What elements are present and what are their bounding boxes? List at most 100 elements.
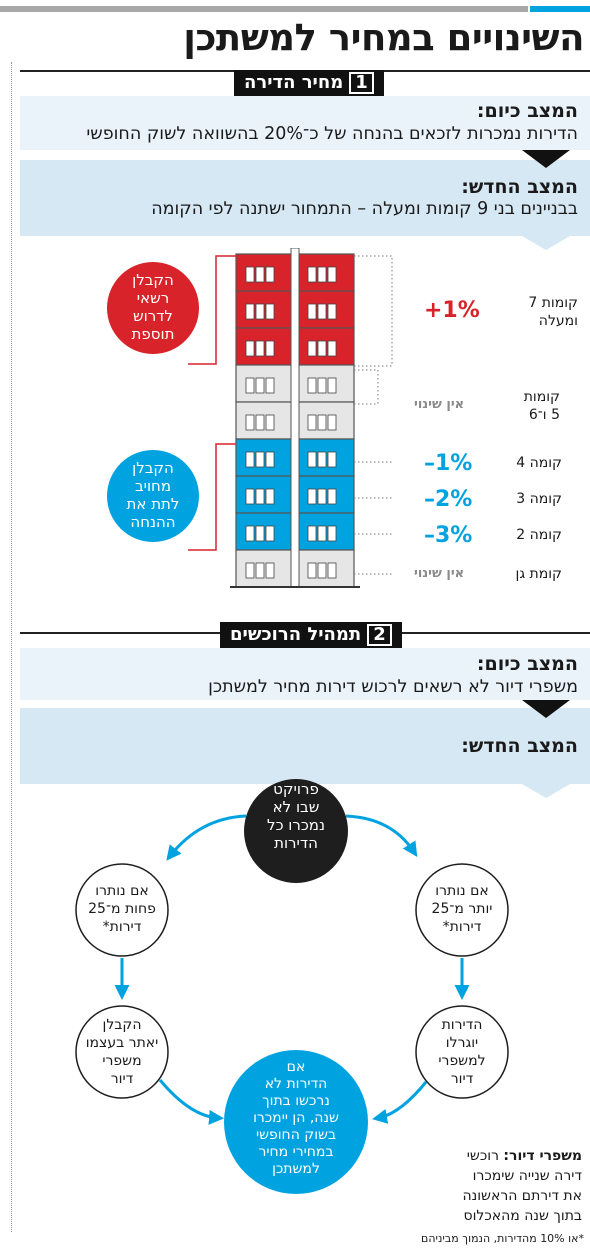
text-line: הדירות <box>441 1017 483 1033</box>
label-line: ומעלה <box>538 313 578 329</box>
building-window <box>307 414 317 431</box>
left-top-text: אם נותרו פחות מ־25 דירות* <box>76 882 168 936</box>
building-window <box>245 562 255 579</box>
building-window <box>317 377 327 394</box>
building-column <box>290 248 300 588</box>
callout-red-line: לדרוש <box>133 307 173 325</box>
building-window <box>255 303 265 320</box>
pointer-light <box>522 784 570 798</box>
section1-current-text: הדירות נמכרות לזכאים בהנחה של כ־20% בהשו… <box>86 124 578 144</box>
callout-red-line: תוספת <box>131 325 175 343</box>
text-line: דיור <box>450 1071 474 1087</box>
building-window <box>265 340 275 357</box>
section2-current-text: משפרי דיור לא רשאים לרכוש דירות מחיר למש… <box>208 677 578 697</box>
building-window <box>265 451 275 468</box>
footnote: *או 10% מהדירות, הנמוך מביניהם <box>421 1232 584 1245</box>
building-window <box>245 488 255 505</box>
text-line: נמכרו כל <box>267 816 325 834</box>
callout-red-line: הקבלן <box>132 271 174 289</box>
text-line: שנה, הן יימכרו <box>253 1110 339 1126</box>
section1-pointers <box>522 150 570 250</box>
change-floor2: –3% <box>424 523 473 548</box>
blue-bracket <box>188 443 236 551</box>
section2-name: תמהיל הרוכשים <box>230 624 362 645</box>
section1-new-band <box>20 160 590 236</box>
label-floor4: קומה 4 <box>516 455 562 471</box>
building-window <box>307 377 317 394</box>
arrow-left-bottom <box>158 1079 224 1125</box>
legend-first-line: משפרי דיור: רוכשי <box>462 1146 582 1166</box>
building-window <box>327 377 337 394</box>
left-top-circle <box>75 863 169 957</box>
building-window <box>317 340 327 357</box>
building-window <box>327 451 337 468</box>
dots-mid <box>354 369 379 404</box>
building-window <box>327 562 337 579</box>
legend-box: משפרי דיור: רוכשי דירה שנייה שימכרו את ד… <box>462 1146 582 1226</box>
arrow-right-bottom <box>372 1081 428 1124</box>
building-window <box>245 525 255 542</box>
section1-new-text: בבניינים בני 9 קומות ומעלה – התמחור ישתנ… <box>151 199 578 219</box>
label-floor5-6: קומות 5 ו־6 <box>524 388 560 424</box>
right-bottom-text: הדירות יוגרלו למשפרי דיור <box>416 1016 508 1088</box>
main-title: השינויים במחיר למשתכן <box>183 16 584 59</box>
building-window <box>265 525 275 542</box>
building-window <box>245 303 255 320</box>
text-line: יותר מ־25 <box>431 901 493 917</box>
center-circle-text: פרויקט שבו לא נמכרו כל הדירות <box>244 780 348 852</box>
section2-current-heading: המצב כיום: <box>476 653 578 675</box>
text-line: דירות* <box>102 919 142 935</box>
center-circle <box>244 779 348 883</box>
label-floor3: קומה 3 <box>516 491 562 507</box>
red-bracket <box>188 255 236 365</box>
building-window <box>317 451 327 468</box>
callout-red-line: רשאי <box>136 289 170 307</box>
building-window <box>317 562 327 579</box>
callout-blue-line: לתת את <box>126 495 180 513</box>
section2-tag: 2תמהיל הרוכשים <box>220 622 402 648</box>
building-window <box>307 266 317 283</box>
left-bottom-text: הקבלן יאתר בעצמו משפרי דיור <box>76 1016 168 1088</box>
building-window <box>327 488 337 505</box>
arrow-center-left <box>166 814 247 861</box>
section1-current-band <box>20 96 590 150</box>
bottom-circle-text: אם הדירות לא נרכשו בתוך שנה, הן יימכרו ב… <box>226 1059 366 1178</box>
label-line: קומות <box>523 389 560 405</box>
building-window <box>327 266 337 283</box>
building-window <box>265 562 275 579</box>
text-line: אם נותרו <box>435 883 489 899</box>
text-line: יאתר בעצמו <box>85 1035 159 1051</box>
change-floor7: +1% <box>424 298 480 323</box>
callout-blue-text: הקבלן מחויב לתת את ההנחה <box>105 459 201 531</box>
top-bar-blue <box>530 6 590 12</box>
callout-red-circle <box>107 262 199 354</box>
label-line: קומות 7 <box>528 295 578 311</box>
building-diagram <box>188 248 393 588</box>
text-line: דירות* <box>442 919 482 935</box>
right-top-circle <box>415 863 509 957</box>
text-line: שבו לא <box>272 798 320 816</box>
section2-pointers <box>522 700 570 798</box>
left-dotted-rule <box>11 62 12 1232</box>
pointer-dark <box>522 150 570 168</box>
change-ground: אין שינוי <box>414 566 465 581</box>
section2-number: 2 <box>367 624 392 646</box>
building-window <box>327 414 337 431</box>
change-floor4: –1% <box>424 451 473 476</box>
change-floor3: –2% <box>424 487 473 512</box>
pointer-dark <box>522 700 570 718</box>
section1-name: מחיר הדירה <box>244 72 344 93</box>
right-top-text: אם נותרו יותר מ־25 דירות* <box>416 882 508 936</box>
building <box>230 248 360 588</box>
building-window <box>255 488 265 505</box>
section2-current-band <box>20 648 590 700</box>
legend-line: בתוך שנה מהאכלוס <box>463 1208 582 1224</box>
pointer-light <box>522 236 570 250</box>
building-window <box>317 266 327 283</box>
building-window <box>245 377 255 394</box>
text-line: משפרי <box>102 1053 142 1069</box>
building-window <box>255 377 265 394</box>
building-window <box>255 562 265 579</box>
text-line: אם נותרו <box>95 883 149 899</box>
text-line: נרכשו בתוך <box>262 1093 330 1109</box>
